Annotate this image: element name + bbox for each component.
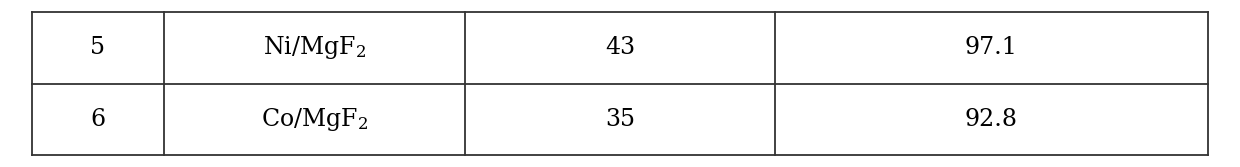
Text: 5: 5 <box>91 36 105 59</box>
Text: $\mathregular{Co/MgF_2}$: $\mathregular{Co/MgF_2}$ <box>260 106 368 133</box>
Text: 43: 43 <box>605 36 635 59</box>
Text: 35: 35 <box>605 108 635 131</box>
Text: 92.8: 92.8 <box>965 108 1018 131</box>
Text: 6: 6 <box>91 108 105 131</box>
Text: 97.1: 97.1 <box>965 36 1018 59</box>
Text: $\mathregular{Ni/MgF_2}$: $\mathregular{Ni/MgF_2}$ <box>263 34 366 61</box>
